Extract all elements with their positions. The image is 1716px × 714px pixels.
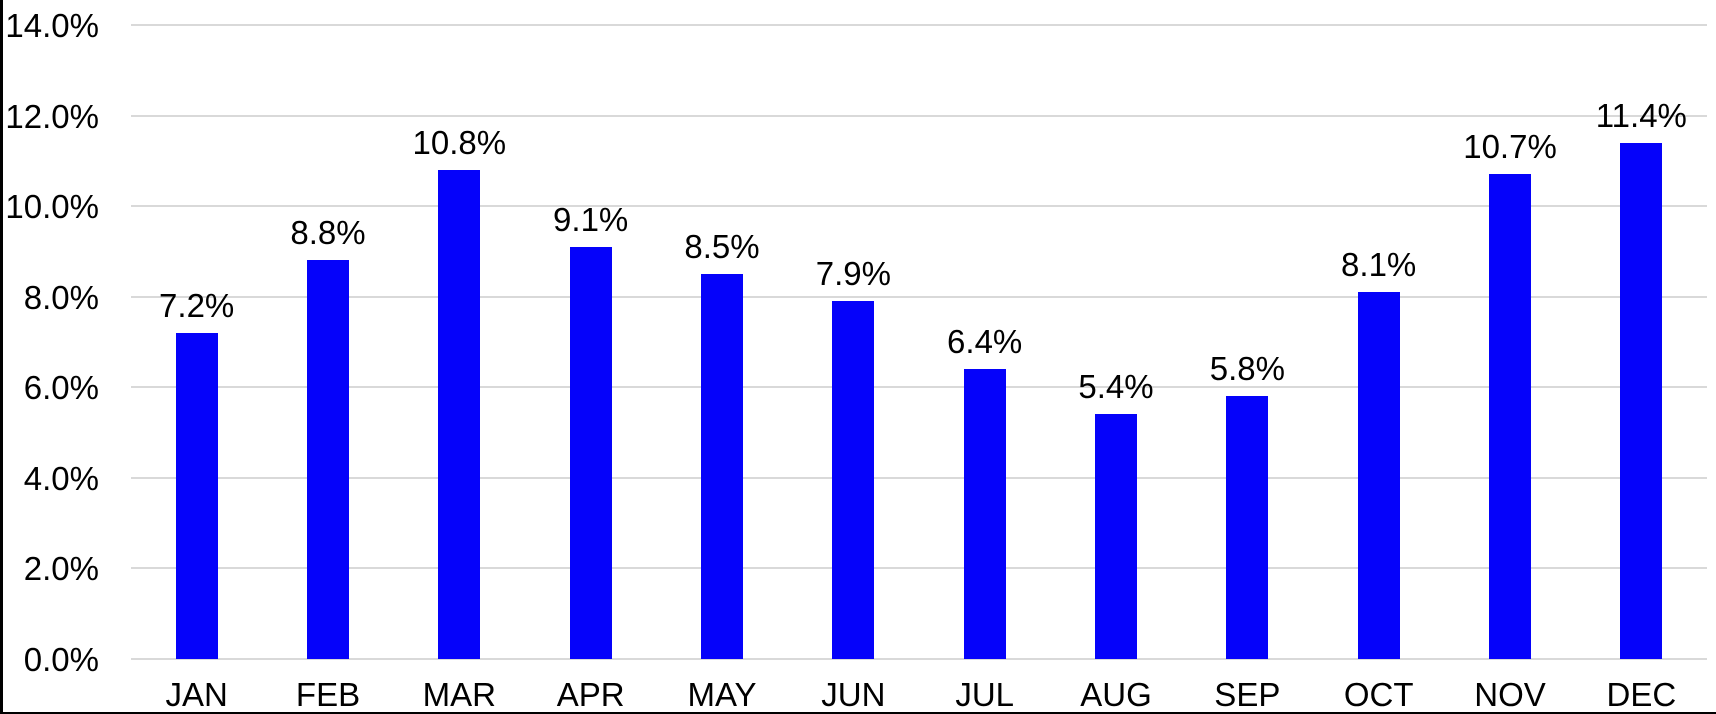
bar-value-label: 7.2% <box>159 286 235 324</box>
bar-nov <box>1489 174 1531 659</box>
x-tick-label: DEC <box>1606 676 1677 713</box>
gridline <box>131 658 1707 660</box>
bar-feb <box>307 260 349 659</box>
bar-aug <box>1095 414 1137 659</box>
y-tick-label: 0.0% <box>23 641 99 678</box>
x-tick-label: NOV <box>1474 676 1546 713</box>
gridline <box>131 295 1707 298</box>
y-tick-label: 10.0% <box>5 188 99 226</box>
bar-value-label: 8.8% <box>290 214 366 252</box>
x-tick-label: FEB <box>295 676 361 713</box>
gridline <box>131 114 1707 117</box>
y-tick-label: 4.0% <box>23 459 99 497</box>
x-tick-label: SEP <box>1214 676 1281 713</box>
bar-dec <box>1620 142 1663 659</box>
bar-value-label: 10.8% <box>412 123 507 161</box>
bar-sep <box>1226 396 1269 659</box>
bar-may <box>701 274 743 659</box>
y-tick-label: 8.0% <box>23 278 99 316</box>
x-tick-label: OCT <box>1343 676 1414 713</box>
bar-jan <box>175 332 218 659</box>
gridline <box>131 205 1707 208</box>
bar-jul <box>963 369 1006 659</box>
gridline <box>131 567 1707 570</box>
bar-oct <box>1357 292 1400 659</box>
bar-value-label: 7.9% <box>815 255 891 293</box>
x-tick-label: MAY <box>687 676 757 713</box>
bar-value-label: 8.1% <box>1341 246 1417 284</box>
bar-value-label: 9.1% <box>553 200 629 238</box>
bar-value-label: 10.7% <box>1463 128 1557 166</box>
bar-value-label: 6.4% <box>947 323 1023 361</box>
bar-value-label: 8.5% <box>684 228 760 266</box>
y-tick-label: 14.0% <box>5 7 99 44</box>
bar-value-label: 11.4% <box>1595 96 1687 134</box>
x-tick-label: MAR <box>422 676 496 713</box>
x-tick-label: APR <box>556 676 625 713</box>
bar-value-label: 5.8% <box>1209 350 1285 388</box>
bar-apr <box>569 246 612 659</box>
x-tick-label: JUL <box>955 676 1014 713</box>
gridline <box>131 476 1707 479</box>
x-tick-label: JAN <box>165 676 228 713</box>
bar-jun <box>832 301 875 659</box>
bar-value-label: 5.4% <box>1078 368 1154 406</box>
y-tick-label: 6.0% <box>23 369 99 407</box>
gridline <box>131 386 1707 389</box>
bar-mar <box>438 169 481 659</box>
x-tick-label: JUN <box>821 676 886 713</box>
gridline <box>131 24 1707 26</box>
y-tick-label: 2.0% <box>23 550 99 588</box>
y-tick-label: 12.0% <box>5 97 99 135</box>
x-tick-label: AUG <box>1080 676 1152 713</box>
